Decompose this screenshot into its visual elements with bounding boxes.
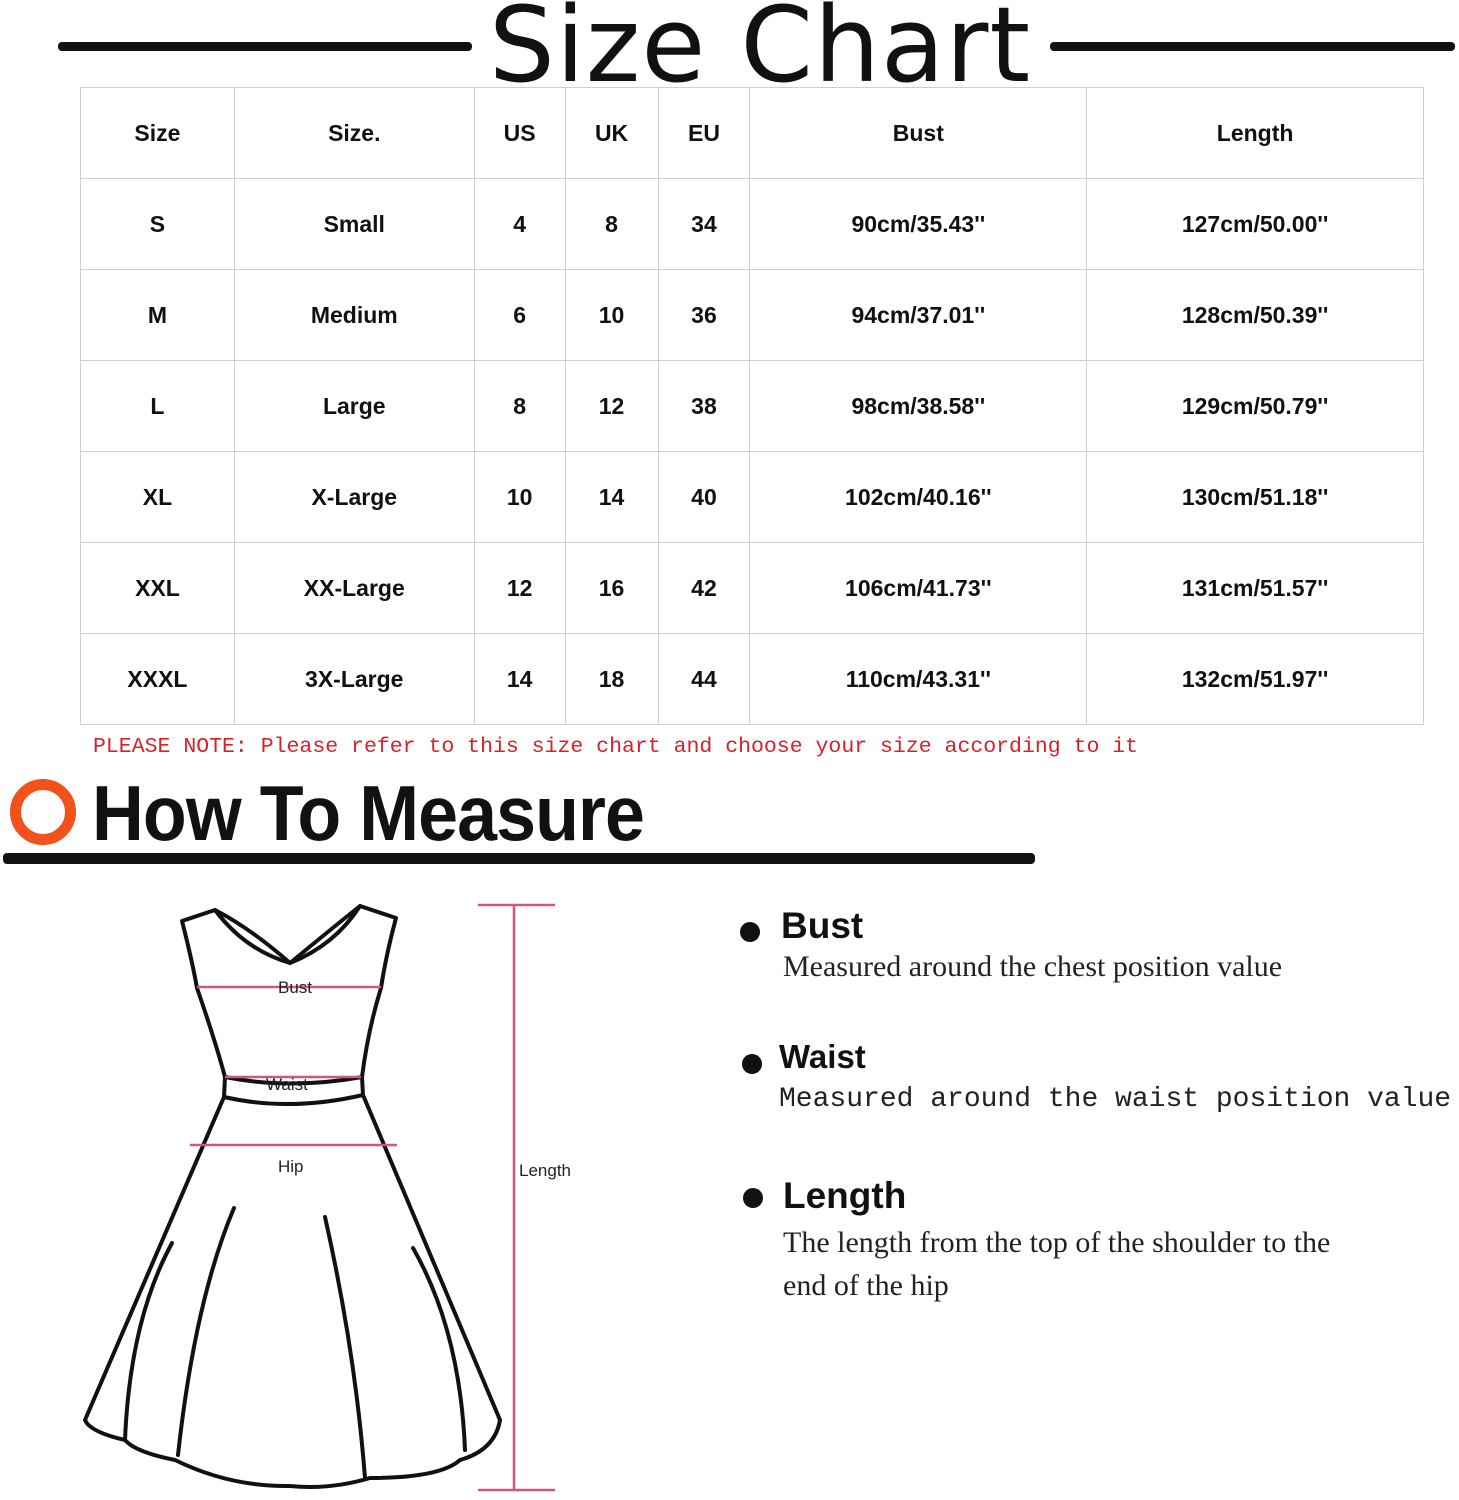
table-cell: 14 bbox=[564, 451, 659, 543]
table-cell: 8 bbox=[564, 178, 659, 270]
table-cell: 18 bbox=[564, 633, 659, 725]
table-row: M Medium 6 10 36 94cm/37.01'' 128cm/50.39'' bbox=[80, 269, 1424, 361]
skirt-folds bbox=[123, 1206, 467, 1480]
please-note: PLEASE NOTE: Please refer to this size c… bbox=[93, 735, 1139, 759]
table-cell: 38 bbox=[657, 360, 751, 452]
orange-ring-icon bbox=[10, 779, 76, 845]
column-header: Length bbox=[1086, 87, 1424, 179]
length-description: The length from the top of the shoulder … bbox=[783, 1226, 1331, 1302]
table-cell: Small bbox=[233, 178, 475, 270]
table-cell: 44 bbox=[657, 633, 751, 725]
table-cell: 110cm/43.31'' bbox=[749, 633, 1088, 725]
column-header: Size. bbox=[233, 87, 475, 179]
column-header: Bust bbox=[749, 87, 1088, 179]
page-title: Size Chart bbox=[488, 0, 1032, 106]
table-cell: 127cm/50.00'' bbox=[1086, 178, 1424, 270]
table-cell: X-Large bbox=[233, 451, 475, 543]
bust-description: Measured around the chest position value bbox=[783, 950, 1283, 983]
diagram-length-label: Length bbox=[519, 1161, 571, 1180]
waist-heading: Waist bbox=[779, 1038, 866, 1075]
size-table: Size Size. US UK EU Bust Length S Small 4 8 34 90cm/… bbox=[80, 87, 1424, 725]
table-cell: Medium bbox=[233, 269, 475, 361]
table-cell: L bbox=[80, 360, 235, 452]
table-cell: 102cm/40.16'' bbox=[749, 451, 1088, 543]
table-header-row: Size Size. US UK EU Bust Length bbox=[80, 87, 1424, 179]
title-rule-right bbox=[1050, 42, 1455, 51]
table-cell: 4 bbox=[473, 178, 566, 270]
table-cell: XX-Large bbox=[233, 542, 475, 634]
table-row: XXXL 3X-Large 14 18 44 110cm/43.31'' 132cm/51.… bbox=[80, 633, 1424, 725]
table-row: L Large 8 12 38 98cm/38.58'' 129cm/50.79'' bbox=[80, 360, 1424, 452]
bullet-icon bbox=[740, 922, 760, 942]
table-cell: XXXL bbox=[80, 633, 235, 725]
table-cell: 40 bbox=[657, 451, 751, 543]
diagram-waist-label: Waist bbox=[266, 1075, 308, 1094]
table-cell: XL bbox=[80, 451, 235, 543]
table-cell: 129cm/50.79'' bbox=[1086, 360, 1424, 452]
diagram-hip-label: Hip bbox=[278, 1157, 304, 1176]
table-cell: Large bbox=[233, 360, 475, 452]
how-to-rule bbox=[3, 853, 1035, 864]
table-cell: 16 bbox=[564, 542, 659, 634]
length-heading: Length bbox=[783, 1175, 907, 1216]
table-cell: 131cm/51.57'' bbox=[1086, 542, 1424, 634]
table-cell: 106cm/41.73'' bbox=[749, 542, 1088, 634]
table-cell: 3X-Large bbox=[233, 633, 475, 725]
title-rule-left bbox=[58, 42, 472, 51]
table-cell: 12 bbox=[473, 542, 566, 634]
bust-heading: Bust bbox=[781, 905, 864, 946]
bullet-icon bbox=[743, 1188, 763, 1208]
column-header: EU bbox=[657, 87, 751, 179]
diagram-bust-label: Bust bbox=[278, 978, 312, 997]
table-cell: 94cm/37.01'' bbox=[749, 269, 1088, 361]
table-cell: 34 bbox=[657, 178, 751, 270]
table-cell: 8 bbox=[473, 360, 566, 452]
table-cell: S bbox=[80, 178, 235, 270]
waist-description: Measured around the waist position value bbox=[779, 1084, 1452, 1115]
column-header: UK bbox=[564, 87, 659, 179]
table-cell: XXL bbox=[80, 542, 235, 634]
bullet-icon bbox=[742, 1054, 762, 1074]
waistband bbox=[222, 1075, 365, 1106]
table-cell: 128cm/50.39'' bbox=[1086, 269, 1424, 361]
table-row: XXL XX-Large 12 16 42 106cm/41.73'' 131cm/51.5… bbox=[80, 542, 1424, 634]
table-cell: 90cm/35.43'' bbox=[749, 178, 1088, 270]
table-cell: 132cm/51.97'' bbox=[1086, 633, 1424, 725]
neckline bbox=[213, 904, 362, 965]
table-cell: 36 bbox=[657, 269, 751, 361]
table-cell: 6 bbox=[473, 269, 566, 361]
column-header: US bbox=[473, 87, 566, 179]
table-row: S Small 4 8 34 90cm/35.43'' 127cm/50.00'' bbox=[80, 178, 1424, 270]
table-cell: 12 bbox=[564, 360, 659, 452]
table-cell: 14 bbox=[473, 633, 566, 725]
table-row: XL X-Large 10 14 40 102cm/40.16'' 130cm/51.18'… bbox=[80, 451, 1424, 543]
how-to-measure-heading: How To Measure bbox=[92, 769, 645, 857]
table-cell: 130cm/51.18'' bbox=[1086, 451, 1424, 543]
